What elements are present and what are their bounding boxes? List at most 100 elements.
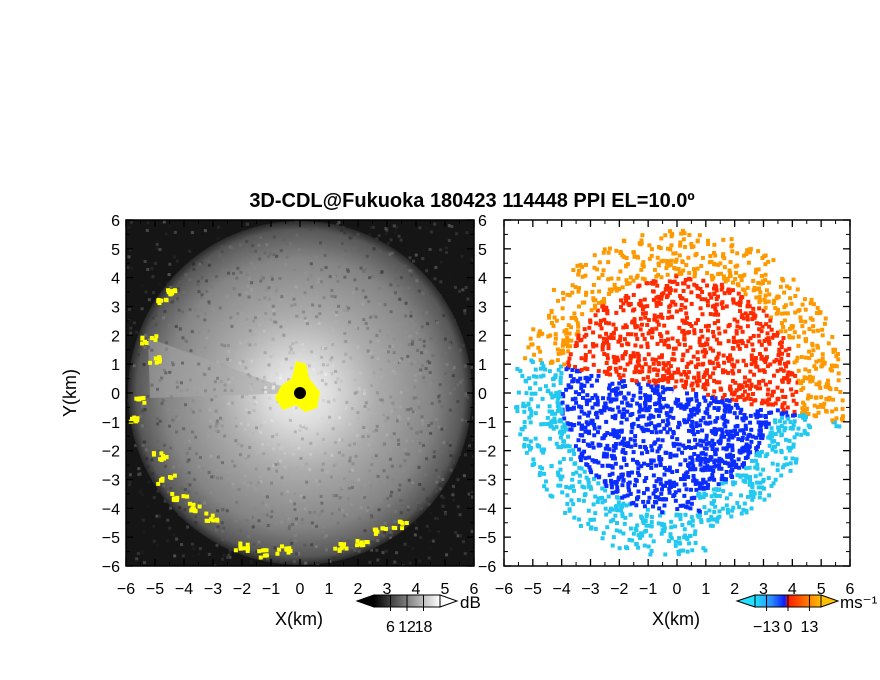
velocity-cell xyxy=(638,316,643,321)
speckle-cell xyxy=(418,371,422,375)
speckle-cell xyxy=(262,364,266,368)
speckle-cell xyxy=(244,454,248,458)
speckle-cell xyxy=(397,488,401,492)
velocity-cell xyxy=(608,519,613,524)
velocity-cell xyxy=(520,373,525,378)
velocity-cell xyxy=(640,311,645,316)
velocity-cell xyxy=(769,426,774,431)
speckle-cell xyxy=(398,417,402,421)
velocity-cell xyxy=(626,441,631,446)
velocity-cell xyxy=(779,356,784,361)
velocity-cell xyxy=(764,425,769,430)
speckle-cell xyxy=(269,515,273,519)
velocity-cell xyxy=(787,448,792,453)
velocity-cell xyxy=(782,361,787,366)
velocity-cell xyxy=(773,306,778,311)
speckle-cell xyxy=(428,371,432,375)
velocity-cell xyxy=(693,467,698,472)
velocity-cell xyxy=(712,426,717,431)
velocity-cell xyxy=(758,321,763,326)
highlight-cell xyxy=(355,538,360,543)
velocity-cell xyxy=(561,429,566,434)
velocity-cell xyxy=(602,317,607,322)
speckle-cell xyxy=(231,376,235,380)
speckle-cell xyxy=(304,318,308,322)
speckle-cell xyxy=(264,386,268,390)
velocity-cell xyxy=(711,371,716,376)
velocity-cell xyxy=(769,315,774,320)
velocity-cell xyxy=(687,322,692,327)
velocity-cell xyxy=(639,514,644,519)
velocity-cell xyxy=(795,355,800,360)
velocity-cell xyxy=(727,290,732,295)
velocity-cell xyxy=(833,347,838,352)
velocity-cell xyxy=(596,373,601,378)
velocity-cell xyxy=(680,522,685,527)
speckle-cell xyxy=(260,513,264,517)
velocity-cell xyxy=(633,323,638,328)
speckle-cell xyxy=(440,405,444,409)
velocity-cell xyxy=(704,446,709,451)
highlight-cell xyxy=(375,529,380,534)
noise-cell xyxy=(150,267,154,271)
velocity-cell xyxy=(719,301,724,306)
speckle-cell xyxy=(244,366,248,370)
velocity-cell xyxy=(820,363,825,368)
velocity-cell xyxy=(743,426,748,431)
speckle-cell xyxy=(259,424,263,428)
velocity-cell xyxy=(560,431,565,436)
velocity-cell xyxy=(588,320,593,325)
velocity-cell xyxy=(731,297,736,302)
velocity-cell xyxy=(534,374,539,379)
velocity-cell xyxy=(593,511,598,516)
speckle-cell xyxy=(443,337,447,341)
velocity-cell xyxy=(548,493,553,498)
speckle-cell xyxy=(200,295,204,299)
velocity-cell xyxy=(614,288,619,293)
velocity-cell xyxy=(640,233,645,238)
velocity-cell xyxy=(717,493,722,498)
velocity-cell xyxy=(754,321,759,326)
velocity-cell xyxy=(720,430,725,435)
speckle-cell xyxy=(184,273,188,277)
velocity-cell xyxy=(607,447,612,452)
velocity-cell xyxy=(538,358,543,363)
velocity-cell xyxy=(734,462,739,467)
velocity-cell xyxy=(703,398,708,403)
velocity-cell xyxy=(745,324,750,329)
velocity-cell xyxy=(674,379,679,384)
velocity-cell xyxy=(549,320,554,325)
speckle-cell xyxy=(265,242,269,246)
x-tick-label: −4 xyxy=(175,581,193,598)
velocity-cell xyxy=(601,531,606,536)
velocity-cell xyxy=(593,402,598,407)
velocity-cell xyxy=(822,401,827,406)
noise-cell xyxy=(132,321,136,325)
y-tick-label-shared: −3 xyxy=(478,473,496,490)
noise-cell xyxy=(167,508,171,512)
speckle-cell xyxy=(258,257,262,261)
speckle-cell xyxy=(183,488,187,492)
velocity-cell xyxy=(565,292,570,297)
speckle-cell xyxy=(429,431,433,435)
highlight-cell xyxy=(167,475,172,480)
noise-cell xyxy=(140,307,144,311)
velocity-cell xyxy=(695,429,700,434)
backscatter-speckle xyxy=(132,228,469,565)
velocity-cell xyxy=(704,442,709,447)
velocity-cell xyxy=(719,434,724,439)
noise-cell xyxy=(152,524,156,528)
velocity-cell xyxy=(566,323,571,328)
velocity-cell xyxy=(558,378,563,383)
velocity-cell xyxy=(632,254,637,259)
velocity-cell xyxy=(606,291,611,296)
velocity-cell xyxy=(785,462,790,467)
velocity-cell xyxy=(684,379,689,384)
velocity-cell xyxy=(656,495,661,500)
velocity-cell xyxy=(700,255,705,260)
speckle-cell xyxy=(348,456,352,460)
speckle-cell xyxy=(248,445,252,449)
velocity-cell xyxy=(775,408,780,413)
velocity-cell xyxy=(770,393,775,398)
velocity-cell xyxy=(775,368,780,373)
